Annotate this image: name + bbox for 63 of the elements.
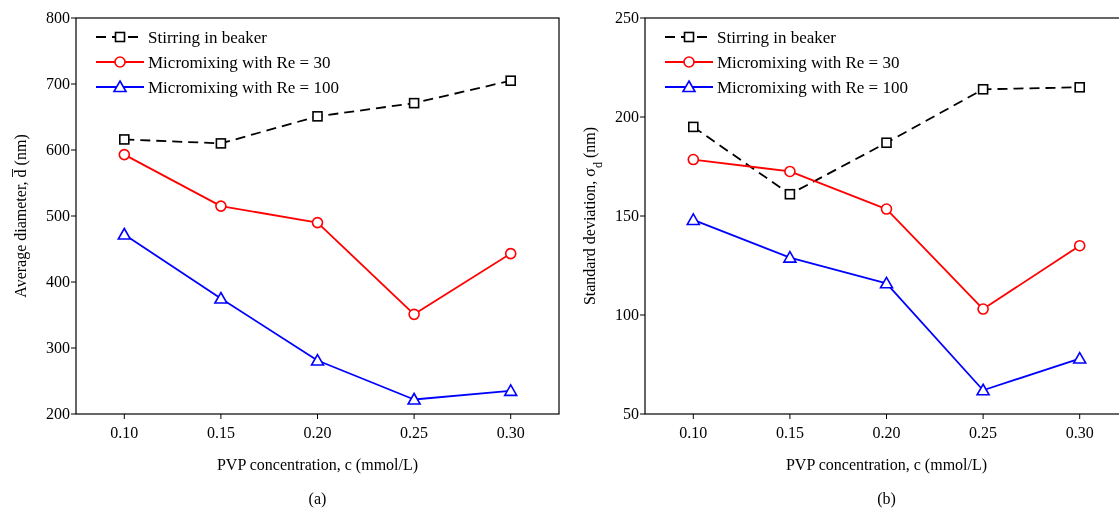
point (1072, 351, 1087, 364)
legend-label: Micromixing with Re = 100 (148, 78, 339, 97)
point (119, 134, 130, 145)
point (1073, 239, 1086, 252)
y-tick-label: 500 (46, 207, 70, 224)
legend-label: Stirring in beaker (717, 28, 837, 47)
y-tick-label: 150 (615, 207, 639, 224)
point (977, 83, 989, 95)
x-tick-label: 0.10 (110, 424, 139, 441)
point (311, 216, 324, 229)
point (977, 303, 989, 315)
point (504, 247, 517, 260)
legend-label: Micromixing with Re = 30 (148, 53, 331, 72)
x-tick-label: 0.15 (206, 424, 235, 441)
point (784, 165, 796, 178)
point (687, 153, 700, 166)
point (503, 384, 518, 397)
point (215, 200, 227, 212)
y-tick-label: 800 (46, 9, 70, 26)
y-tick-label: 250 (615, 9, 639, 26)
y-tick-label: 700 (46, 75, 70, 92)
y-tick-label: 200 (46, 405, 70, 422)
point (879, 276, 894, 289)
x-tick-label: 0.10 (679, 424, 708, 441)
legend-label: Stirring in beaker (148, 28, 268, 47)
point (880, 203, 893, 215)
point (408, 97, 420, 109)
point (214, 291, 228, 304)
point (312, 111, 323, 122)
x-axis-title: PVP concentration, c (mmol/L) (216, 456, 419, 474)
y-tick-label: 300 (46, 339, 70, 356)
point (310, 353, 325, 366)
y-tick-label: 50 (623, 405, 639, 422)
point (505, 75, 516, 86)
y-tick-label: 100 (615, 306, 639, 323)
legend-label: Micromixing with Re = 100 (717, 78, 908, 97)
text: (b) (877, 490, 896, 508)
point (1074, 82, 1085, 93)
point (117, 227, 132, 240)
y-tick-label: 600 (46, 141, 70, 158)
x-tick-label: 0.20 (303, 424, 332, 441)
x-tick-label: 0.20 (872, 424, 901, 441)
point (976, 383, 990, 396)
y-tick-label: 200 (615, 108, 639, 125)
point (688, 121, 699, 133)
point (407, 392, 421, 405)
point (408, 308, 420, 321)
point (686, 213, 701, 226)
legend-label: Micromixing with Re = 30 (717, 53, 900, 72)
point (784, 188, 796, 200)
y-axis-title: Average diameter, d̅ (nm) (11, 134, 30, 298)
x-tick-label: 0.30 (1065, 424, 1094, 441)
x-axis-title: PVP concentration, c (mmol/L) (785, 456, 988, 474)
point (118, 148, 131, 161)
point (783, 250, 797, 263)
point (881, 137, 892, 149)
x-tick-label: 0.25 (969, 424, 998, 441)
text: (a) (308, 490, 327, 508)
point (215, 138, 227, 149)
x-tick-label: 0.30 (496, 424, 525, 441)
y-tick-label: 400 (46, 273, 70, 290)
x-tick-label: 0.15 (775, 424, 804, 441)
x-tick-label: 0.25 (400, 424, 429, 441)
